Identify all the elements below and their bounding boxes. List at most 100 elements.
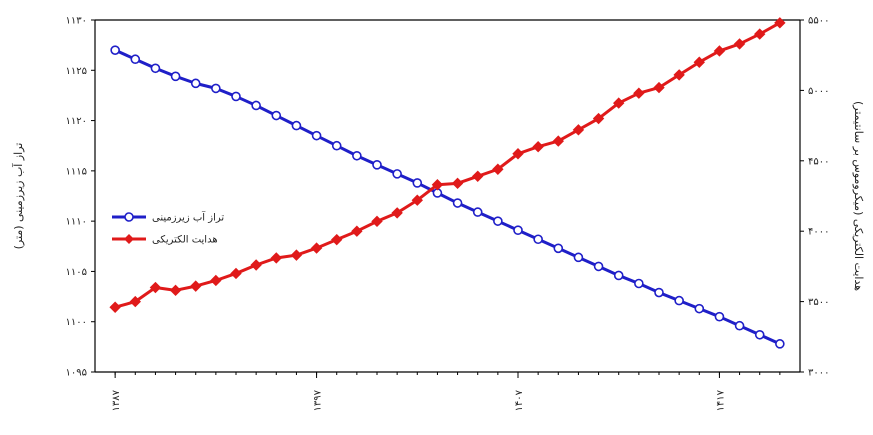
series-1-point xyxy=(251,100,261,111)
legend-item-1: تراز آب زیرزمینی xyxy=(112,211,224,224)
series-1-point xyxy=(352,150,362,161)
series-2-point xyxy=(391,207,403,219)
series-2-point xyxy=(733,38,746,50)
y-left-tick-label: ۱۱۱۵ xyxy=(66,166,87,177)
series-1-point xyxy=(331,140,342,151)
series-1-point xyxy=(392,169,402,179)
y-left-tick-label: ۱۱۱۰ xyxy=(66,217,87,228)
series-1-point xyxy=(372,160,382,170)
x-tick-label: ۱۴۱۷ xyxy=(715,389,726,411)
series-2-point xyxy=(633,87,645,99)
series-1-point xyxy=(170,71,181,82)
series-1-point xyxy=(271,110,282,121)
series-2-point xyxy=(149,281,162,294)
y-left-tick-label: ۱۱۰۵ xyxy=(66,267,87,278)
series-2-point xyxy=(190,280,202,292)
series-1-point xyxy=(311,130,322,141)
series-2-point xyxy=(169,284,182,297)
series-2-point xyxy=(431,179,444,191)
series-1-point xyxy=(493,216,503,226)
y-right-tick-label: ۴۰۰۰ xyxy=(808,227,829,238)
series-2-point xyxy=(411,194,423,206)
series-2-point xyxy=(270,252,282,264)
series-1-point xyxy=(613,270,624,281)
series-1-point xyxy=(634,278,644,289)
series-2-point xyxy=(472,170,484,182)
legend-item-2: هدایت الکتریکی xyxy=(112,234,218,246)
series-2-point xyxy=(532,141,544,153)
series-1-point xyxy=(291,120,302,131)
series-2-point xyxy=(572,124,585,136)
y-right-tick-label: ۵۰۰۰ xyxy=(808,86,829,97)
series-2-line xyxy=(114,21,781,309)
axes: ۱۰۹۵ ۱۱۰۰ ۱۱۰۵ ۱۱۱۰ ۱۱۱۵ ۱۱۲۰ ۱۱۲۵ ۱۱۳۰ ۳۰۰۰ ۳۵۰۰… xyxy=(11,16,865,412)
y-left-tick-label: ۱۱۲۵ xyxy=(66,66,87,77)
series-2-point xyxy=(613,97,625,109)
series-1-point xyxy=(553,243,564,254)
y-right-tick-label: ۳۵۰۰ xyxy=(808,297,829,308)
series-2-point xyxy=(310,242,323,254)
series-1-point xyxy=(190,78,201,89)
series-2-point xyxy=(129,295,141,308)
series-2-point xyxy=(230,267,242,280)
series-2-point xyxy=(673,69,685,81)
series-2-point xyxy=(290,249,303,261)
legend-label: هدایت الکتریکی xyxy=(152,235,218,246)
series-1-line xyxy=(114,48,781,346)
series-1-point xyxy=(754,329,765,340)
series-1-point xyxy=(654,287,664,298)
series-1-point xyxy=(130,54,141,65)
series-1-point xyxy=(150,63,161,74)
series-2-point xyxy=(371,215,383,228)
series-2 xyxy=(109,17,786,313)
series-1 xyxy=(110,45,785,349)
y-right-tick-label: ۴۵۰۰ xyxy=(808,156,829,167)
series-2-point xyxy=(512,148,524,160)
series-1-point xyxy=(231,91,241,102)
series-1-point xyxy=(775,339,785,349)
series-1-point xyxy=(513,225,523,235)
series-2-point xyxy=(774,17,786,29)
legend-swatch-marker xyxy=(124,212,134,222)
series-layer xyxy=(109,17,786,349)
y-left-axis-title: تراز آب زیرزمینی (متر) xyxy=(11,143,25,250)
x-tick-label: ۱۴۰۷ xyxy=(514,389,525,411)
series-1-point xyxy=(533,234,543,245)
series-1-point xyxy=(674,295,684,306)
x-tick-label: ۱۳۸۷ xyxy=(111,389,122,411)
series-2-point xyxy=(713,45,726,57)
series-2-point xyxy=(693,56,705,68)
y-left-tick-label: ۱۰۹۵ xyxy=(66,368,87,379)
series-1-point xyxy=(593,261,604,272)
series-2-point xyxy=(351,225,363,237)
series-1-point xyxy=(714,311,725,322)
series-2-point xyxy=(210,274,222,287)
legend: تراز آب زیرزمینی هدایت الکتریکی xyxy=(112,211,224,246)
series-1-point xyxy=(412,178,423,188)
series-1-point xyxy=(110,45,120,55)
series-1-point xyxy=(573,252,584,263)
series-2-point xyxy=(592,112,605,125)
y-left-tick-label: ۱۱۰۰ xyxy=(66,317,87,328)
series-1-point xyxy=(472,207,483,217)
series-2-point xyxy=(492,163,504,175)
series-1-point xyxy=(694,303,705,314)
series-2-point xyxy=(451,177,464,190)
series-2-point xyxy=(109,301,121,313)
series-2-point xyxy=(754,28,766,40)
series-1-point xyxy=(734,320,745,331)
x-tick-label: ۱۳۹۷ xyxy=(313,389,324,411)
y-right-tick-label: ۵۵۰۰ xyxy=(808,16,829,27)
series-2-point xyxy=(552,135,564,147)
series-1-point xyxy=(211,83,221,94)
y-left-tick-label: ۱۱۳۰ xyxy=(66,16,87,27)
series-2-point xyxy=(331,233,343,246)
series-2-point xyxy=(250,259,262,271)
y-right-tick-label: ۳۰۰۰ xyxy=(808,368,829,379)
series-2-point xyxy=(653,81,665,94)
y-right-axis-title: هدایت الکتریکی (میکروموس بر سانتیمتر) xyxy=(852,101,865,291)
series-1-point xyxy=(452,198,463,208)
legend-label: تراز آب زیرزمینی xyxy=(152,211,224,224)
